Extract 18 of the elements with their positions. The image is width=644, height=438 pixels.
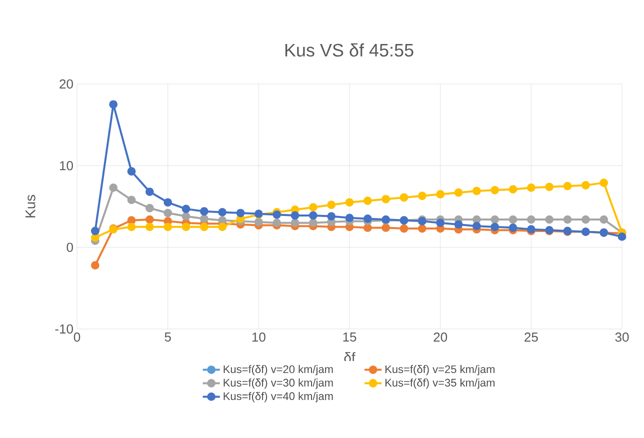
legend-label: Kus=f(δf) v=35 km/jam	[385, 378, 494, 389]
chart-title: Kus VS δf 45:55	[285, 43, 414, 57]
x-tick-label: 30	[615, 332, 629, 342]
legend-label: Kus=f(δf) v=40 km/jam	[224, 392, 333, 402]
y-tick-label: -10	[55, 324, 73, 334]
x-tick-label: 15	[343, 332, 356, 342]
x-tick-label: 5	[164, 332, 171, 342]
legend-label: Kus=f(δf) v=20 km/jam	[224, 365, 333, 376]
legend-label: Kus=f(δf) v=30 km/jam	[224, 378, 333, 389]
y-tick-label: 20	[60, 79, 73, 89]
x-tick-label: 20	[434, 332, 448, 342]
x-tick-label: 25	[524, 332, 538, 342]
x-tick-label: 0	[74, 332, 80, 342]
y-tick-label: 0	[66, 242, 73, 252]
y-axis-title: Kus	[26, 194, 36, 218]
x-tick-label: 10	[252, 332, 266, 342]
y-tick-label: 10	[60, 161, 73, 170]
legend-label: Kus=f(δf) v=25 km/jam	[385, 365, 494, 376]
